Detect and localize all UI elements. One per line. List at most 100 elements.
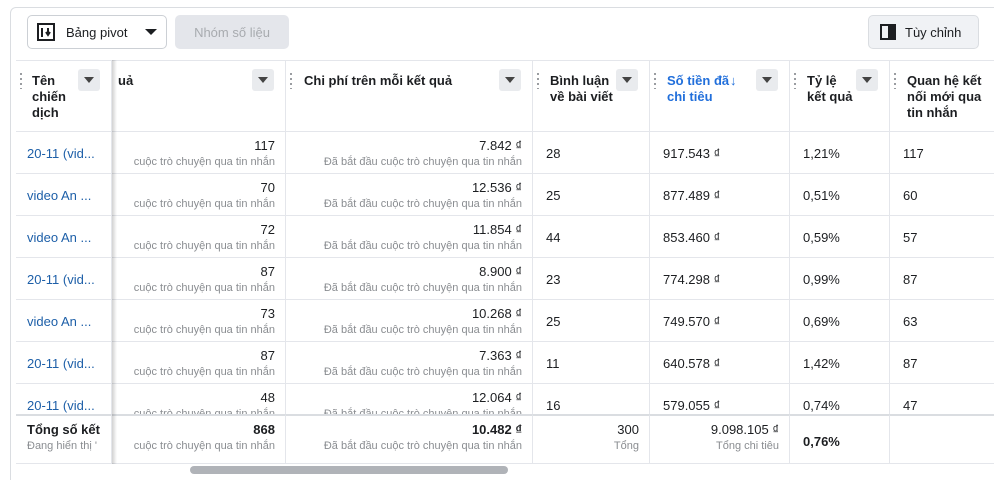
drag-handle <box>654 73 656 89</box>
table-cell: 0,69% <box>790 300 890 342</box>
cell-value: 12.064 ₫ <box>471 390 522 405</box>
column-menu[interactable] <box>78 69 100 91</box>
column-menu[interactable] <box>252 69 274 91</box>
table-cell: 12.536 ₫ Đã bắt đầu cuộc trò chuyện qua t… <box>286 174 533 216</box>
cell-value: 7.363 ₫ <box>479 348 522 363</box>
cell-value: 774.298 ₫ <box>663 271 721 287</box>
table-cell: 640.578 ₫ <box>650 342 790 384</box>
column-menu[interactable] <box>499 69 521 91</box>
cell-value: 300 <box>617 422 639 437</box>
table-cell: 0,99% <box>790 258 890 300</box>
frozen-shadow <box>112 60 117 464</box>
table-cell: 20-11 (vid... <box>16 384 112 414</box>
column-menu[interactable] <box>856 69 878 91</box>
cell-value: 70 <box>260 180 275 195</box>
table-cell: 774.298 ₫ <box>650 258 790 300</box>
cell-note: Đang hiển thị ' <box>27 440 97 452</box>
header-cell[interactable]: uả <box>112 60 286 132</box>
table-cell: 117 cuộc trò chuyện qua tin nhắn <box>112 132 286 174</box>
cell-note: cuộc trò chuyện qua tin nhắn <box>133 156 275 168</box>
footer-cell: 9.098.105 ₫ Tổng chi tiêu <box>650 414 790 464</box>
footer-cell: 10.482 ₫ Đã bắt đầu cuộc trò chuyện qua t… <box>286 414 533 464</box>
table-cell: 57 <box>890 216 994 258</box>
customize-button[interactable]: Tùy chỉnh <box>868 15 979 49</box>
metrics-group-button[interactable]: Nhóm số liệu <box>175 15 289 49</box>
header-cell[interactable]: Số tiền đã chi tiêu ↓ <box>650 60 790 132</box>
table-cell: 853.460 ₫ <box>650 216 790 258</box>
metrics-group-label: Nhóm số liệu <box>194 24 270 40</box>
cell-value: 10.482 ₫ <box>471 422 522 437</box>
cell-value: 48 <box>260 390 275 405</box>
cell-value: 579.055 ₫ <box>663 397 721 413</box>
header-label: Chi phí trên mỗi kết quả <box>304 73 453 88</box>
cell-value: 749.570 ₫ <box>663 313 721 329</box>
table-cell: 87 <box>890 342 994 384</box>
table-cell: 28 <box>533 132 650 174</box>
table-cell: 20-11 (vid... <box>16 342 112 384</box>
table-cell: video An ... <box>16 174 112 216</box>
cell-value: 117 <box>903 145 924 161</box>
cell-value: 0,76% <box>803 433 840 449</box>
table-cell: 877.489 ₫ <box>650 174 790 216</box>
campaign-link[interactable]: video An ... <box>27 229 92 245</box>
header-label: Quan hệ kết nối mới qua tin nhắn <box>907 73 982 120</box>
data-table: 20-11 (vid... 117 cuộc trò chuyện qua tin … <box>0 60 994 464</box>
table-cell: video An ... <box>16 300 112 342</box>
cell-note: Đã bắt đầu cuộc trò chuyện qua tin nhắn <box>323 156 522 168</box>
table-cell: 20-11 (vid... <box>16 258 112 300</box>
cell-value: 12.536 ₫ <box>471 180 522 195</box>
pivot-button[interactable]: Bảng pivot <box>27 15 167 49</box>
header-cell[interactable]: Bình luận về bài viết <box>533 60 650 132</box>
cell-value: 1,42% <box>803 355 840 371</box>
header-cell[interactable]: Tên chiến dịch <box>16 60 112 132</box>
table-cell: 917.543 ₫ <box>650 132 790 174</box>
table-cell: 60 <box>890 174 994 216</box>
cell-value: 57 <box>903 229 918 245</box>
column-menu[interactable] <box>616 69 638 91</box>
header-label: Tỷ lệ kết quả <box>807 73 853 104</box>
table-cell: 0,59% <box>790 216 890 258</box>
table-cell: 0,51% <box>790 174 890 216</box>
cell-value: 16 <box>546 397 561 413</box>
drag-handle <box>290 73 292 89</box>
table-cell: 1,42% <box>790 342 890 384</box>
drag-handle <box>894 73 896 89</box>
campaign-link[interactable]: 20-11 (vid... <box>27 271 95 287</box>
table-cell: 63 <box>890 300 994 342</box>
footer-cell: Tổng số kết Đang hiển thị ' <box>16 414 112 464</box>
cell-value: 87 <box>260 348 275 363</box>
table-cell: 11 <box>533 342 650 384</box>
cell-value: 47 <box>903 397 918 413</box>
cell-value: 0,69% <box>803 313 840 329</box>
cell-note: cuộc trò chuyện qua tin nhắn <box>133 240 275 252</box>
cell-value: 0,74% <box>803 397 840 413</box>
table-cell: 70 cuộc trò chuyện qua tin nhắn <box>112 174 286 216</box>
scrollbar-thumb[interactable] <box>190 466 508 474</box>
cell-note: cuộc trò chuyện qua tin nhắn <box>133 408 275 414</box>
cell-note: Đã bắt đầu cuộc trò chuyện qua tin nhắn <box>323 282 522 294</box>
table-cell: 11.854 ₫ Đã bắt đầu cuộc trò chuyện qua t… <box>286 216 533 258</box>
table-cell: 16 <box>533 384 650 414</box>
drag-handle <box>20 73 22 89</box>
header-cell[interactable]: Quan hệ kết nối mới qua tin nhắn <box>890 60 994 132</box>
cell-value: 87 <box>903 271 918 287</box>
cell-note: Đã bắt đầu cuộc trò chuyện qua tin nhắn <box>323 366 522 378</box>
column-menu[interactable] <box>756 69 778 91</box>
campaign-link[interactable]: video An ... <box>27 187 92 203</box>
cell-note: Đã bắt đầu cuộc trò chuyện qua tin nhắn <box>323 440 522 452</box>
footer-cell: 868 cuộc trò chuyện qua tin nhắn <box>112 414 286 464</box>
campaign-link[interactable]: video An ... <box>27 313 92 329</box>
campaign-link[interactable]: 20-11 (vid... <box>27 397 95 413</box>
campaign-link[interactable]: 20-11 (vid... <box>27 145 95 161</box>
table-cell: 1,21% <box>790 132 890 174</box>
header-cell[interactable]: Chi phí trên mỗi kết quả <box>286 60 533 132</box>
cell-note: Tổng chi tiêu <box>716 440 779 452</box>
table-cell: 10.268 ₫ Đã bắt đầu cuộc trò chuyện qua t… <box>286 300 533 342</box>
cell-value: 73 <box>260 306 275 321</box>
header-cell[interactable]: Tỷ lệ kết quả <box>790 60 890 132</box>
cell-note: Đã bắt đầu cuộc trò chuyện qua tin nhắn <box>323 408 522 414</box>
table-cell: 25 <box>533 300 650 342</box>
cell-value: 0,51% <box>803 187 840 203</box>
campaign-link[interactable]: 20-11 (vid... <box>27 355 95 371</box>
table-cell: 749.570 ₫ <box>650 300 790 342</box>
